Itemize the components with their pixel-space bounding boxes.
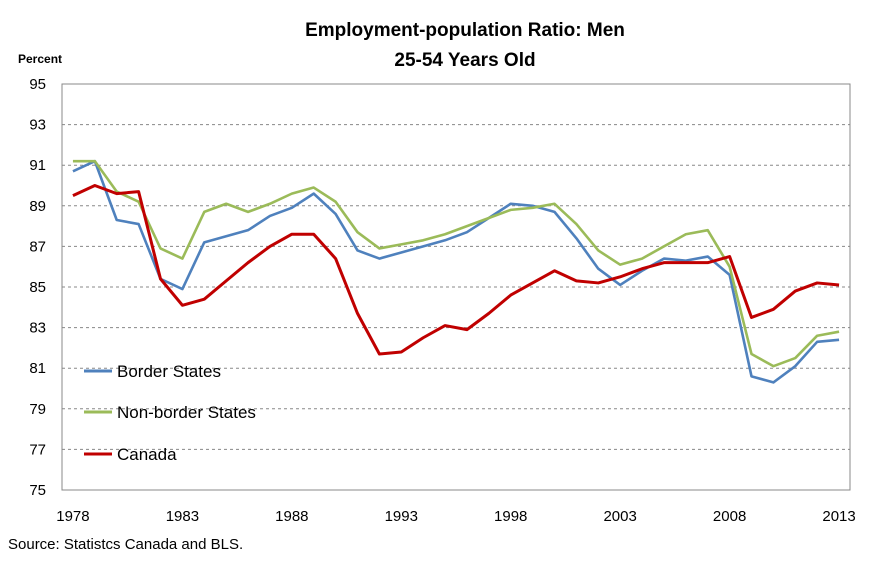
series-lines — [72, 159, 840, 384]
y-tick-label: 87 — [29, 238, 46, 255]
y-axis-label: Percent — [18, 52, 62, 66]
series-line-canada — [72, 184, 840, 356]
legend-label: Non-border States — [117, 403, 256, 422]
x-tick-label: 1988 — [275, 508, 308, 525]
y-tick-label: 83 — [29, 320, 46, 337]
y-tick-label: 79 — [29, 401, 46, 418]
y-axis-ticks: 75 77 79 81 83 85 87 89 91 93 95 — [29, 76, 850, 499]
x-tick-label: 1983 — [166, 508, 199, 525]
source-note: Source: Statistcs Canada and BLS. — [8, 536, 243, 553]
x-tick-label: 1998 — [494, 508, 527, 525]
legend-label: Border States — [117, 362, 221, 381]
chart-subtitle: 25-54 Years Old — [394, 50, 535, 71]
chart-title: Employment-population Ratio: Men — [305, 20, 625, 41]
x-tick-label: 1993 — [385, 508, 418, 525]
x-tick-label: 1978 — [56, 508, 89, 525]
series-line-non-border-states — [72, 159, 840, 368]
legend: Border States Non-border States Canada — [84, 362, 256, 464]
y-tick-label: 85 — [29, 279, 46, 296]
y-tick-label: 93 — [29, 117, 46, 134]
y-tick-label: 89 — [29, 198, 46, 215]
y-tick-label: 77 — [29, 441, 46, 458]
x-tick-label: 2003 — [603, 508, 636, 525]
y-tick-label: 91 — [29, 157, 46, 174]
series-line-border-states — [72, 159, 840, 384]
y-tick-label: 81 — [29, 360, 46, 377]
x-tick-label: 2008 — [713, 508, 746, 525]
y-tick-label: 75 — [29, 482, 46, 499]
y-tick-label: 95 — [29, 76, 46, 93]
x-axis-ticks: 1978 1983 1988 1993 1998 2003 2008 2013 — [56, 508, 855, 525]
x-tick-label: 2013 — [822, 508, 855, 525]
legend-label: Canada — [117, 445, 177, 464]
